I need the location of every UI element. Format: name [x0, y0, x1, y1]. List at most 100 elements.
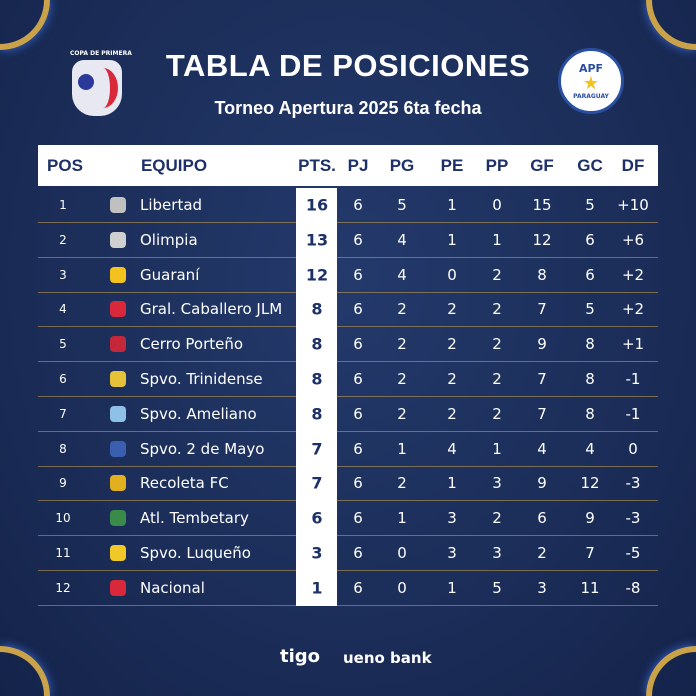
stat-pg: 2 [397, 300, 407, 319]
position: 1 [59, 198, 67, 212]
team-name: Atl. Tembetary [140, 509, 249, 528]
apf-logo-sub: PARAGUAY [573, 93, 609, 100]
stat-pp: 2 [492, 335, 502, 354]
team-crest-icon [110, 301, 126, 318]
stat-gf: 9 [537, 335, 547, 354]
table-row: 3 Guaraní 12 6 4 0 2 8 6 +2 [38, 257, 658, 293]
stat-gf: 7 [537, 370, 547, 388]
team-name: Olimpia [140, 230, 198, 249]
team-name: Spvo. Luqueño [140, 544, 251, 562]
page-subtitle: Torneo Apertura 2025 6ta fecha [214, 98, 482, 118]
stat-pg: 2 [397, 404, 407, 423]
stat-pp: 1 [492, 439, 502, 458]
stat-pp: 2 [492, 509, 502, 528]
stat-pg: 0 [397, 544, 407, 562]
stat-pp: 3 [492, 544, 502, 562]
stat-pe: 0 [447, 265, 457, 284]
stat-gc: 6 [585, 230, 595, 249]
stat-pj: 6 [353, 404, 363, 423]
team-crest-icon [110, 510, 126, 527]
stat-gc: 8 [585, 370, 595, 388]
stat-pj: 6 [353, 265, 363, 284]
points: 13 [305, 230, 329, 250]
stat-pe: 1 [447, 196, 457, 214]
stat-pj: 6 [353, 578, 363, 597]
stat-pg: 2 [397, 335, 407, 354]
team-name: Spvo. Ameliano [140, 404, 257, 423]
col-pg: PG [389, 155, 415, 175]
stat-df: -8 [625, 578, 641, 597]
stat-pj: 6 [353, 196, 363, 214]
points: 6 [311, 508, 323, 528]
stat-pj: 6 [353, 230, 363, 249]
stat-df: +6 [621, 230, 645, 249]
stat-pp: 2 [492, 404, 502, 423]
sponsor-tigo: tigo [280, 646, 321, 667]
position: 11 [55, 546, 71, 560]
pts-box [296, 466, 337, 502]
stat-pp: 3 [492, 474, 502, 493]
stat-gc: 4 [585, 439, 595, 458]
stat-pp: 1 [492, 230, 502, 249]
team-name: Nacional [140, 578, 205, 597]
team-crest-icon [110, 545, 126, 561]
stat-pj: 6 [353, 300, 363, 319]
stat-gf: 8 [537, 265, 547, 284]
points: 1 [311, 578, 323, 598]
stat-gf: 7 [537, 300, 547, 319]
stat-pe: 1 [447, 578, 457, 597]
points: 8 [311, 404, 323, 424]
col-gc: GC [577, 155, 603, 175]
pts-box [296, 396, 337, 432]
position: 2 [59, 232, 67, 247]
points: 12 [305, 265, 329, 285]
pts-box [296, 292, 337, 328]
team-name: Libertad [140, 196, 203, 214]
stat-gc: 7 [585, 544, 595, 562]
col-pj: PJ [347, 155, 369, 175]
team-crest-icon [110, 231, 126, 248]
sponsor-ueno-bank: ueno bank [343, 649, 432, 667]
team-crest-icon [110, 197, 126, 213]
league-logo [72, 60, 122, 116]
stat-pe: 2 [447, 370, 457, 388]
stat-pp: 2 [492, 265, 502, 284]
stat-gc: 8 [585, 335, 595, 354]
position: 6 [59, 372, 67, 386]
stat-pg: 0 [397, 578, 407, 597]
table-row: 9 Recoleta FC 7 6 2 1 3 9 12 -3 [38, 466, 658, 502]
position: 9 [59, 476, 67, 491]
pts-box [296, 536, 337, 571]
position: 3 [59, 267, 67, 282]
position: 7 [59, 406, 67, 421]
col-gf: GF [530, 155, 554, 175]
points: 8 [311, 299, 323, 319]
col-pts: PTS. [298, 155, 336, 175]
stat-pj: 6 [353, 509, 363, 528]
table-row: 4 Gral. Caballero JLM 8 6 2 2 2 7 5 +2 [38, 292, 658, 328]
points: 7 [311, 439, 323, 459]
stat-pj: 6 [353, 474, 363, 493]
stat-pe: 2 [447, 335, 457, 354]
position: 12 [55, 580, 71, 595]
star-icon: ★ [582, 73, 600, 94]
team-crest-icon [110, 475, 126, 492]
table-row: 8 Spvo. 2 de Mayo 7 6 1 4 1 4 4 0 [38, 431, 658, 467]
stat-gf: 4 [537, 439, 547, 458]
stat-pg: 4 [397, 230, 407, 249]
col-df: DF [621, 155, 645, 175]
stat-gf: 15 [532, 196, 552, 214]
team-name: Spvo. Trinidense [140, 370, 263, 388]
table-row: 6 Spvo. Trinidense 8 6 2 2 2 7 8 -1 [38, 362, 658, 397]
table-row: 1 Libertad 16 6 5 1 0 15 5 +10 [38, 188, 658, 223]
points: 8 [311, 369, 323, 389]
points: 3 [311, 543, 323, 563]
stat-gf: 7 [537, 404, 547, 423]
table-row: 10 Atl. Tembetary 6 6 1 3 2 6 9 -3 [38, 501, 658, 537]
stat-pg: 4 [397, 265, 407, 284]
pts-box [296, 431, 337, 467]
stat-pe: 2 [447, 300, 457, 319]
stat-pe: 1 [447, 474, 457, 493]
stat-pp: 2 [492, 300, 502, 319]
stat-pj: 6 [353, 370, 363, 388]
